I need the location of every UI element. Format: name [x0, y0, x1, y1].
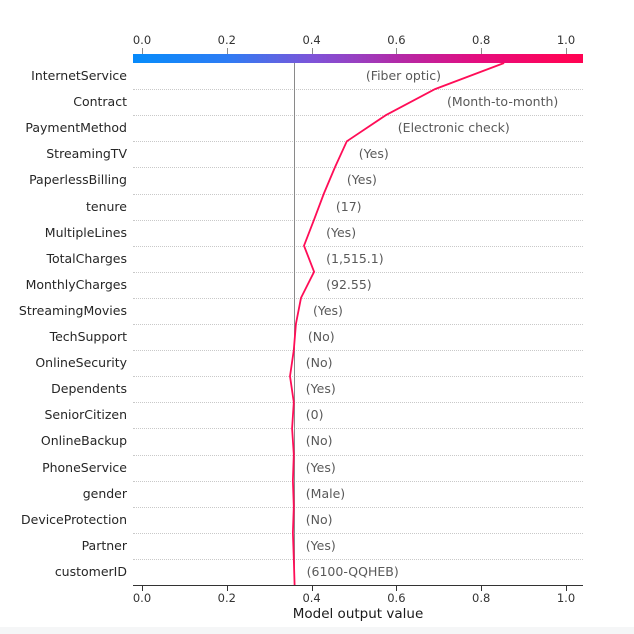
feature-value-annotation-PaymentMethod: (Electronic check) — [397, 120, 510, 136]
x-axis-tick — [142, 586, 143, 591]
feature-label-StreamingTV: StreamingTV — [46, 146, 127, 162]
feature-label-Contract: Contract — [73, 94, 127, 110]
feature-label-Dependents: Dependents — [51, 381, 127, 397]
feature-label-customerID: customerID — [54, 563, 127, 579]
row-separator-line — [133, 402, 583, 404]
x-axis-tick-label: 0.2 — [217, 591, 236, 605]
feature-label-TechSupport: TechSupport — [49, 329, 127, 345]
row-separator-line — [133, 350, 583, 352]
x-axis-tick — [226, 586, 228, 591]
row-separator-line — [133, 89, 583, 91]
feature-value-annotation-Contract: (Month-to-month) — [446, 94, 559, 110]
feature-label-OnlineSecurity: OnlineSecurity — [35, 355, 127, 371]
row-separator-line — [133, 193, 583, 195]
feature-label-PaperlessBilling: PaperlessBilling — [29, 172, 127, 188]
colorbar-tick-label: 1.0 — [556, 33, 576, 47]
x-axis-tick-label: 0.8 — [472, 591, 491, 605]
feature-label-Partner: Partner — [81, 537, 127, 553]
feature-name-axis: InternetService Contract PaymentMethod Stre… — [0, 63, 127, 585]
feature-value-annotation-TotalCharges: (1,515.1) — [326, 250, 384, 266]
x-axis-title: Model output value — [292, 606, 424, 622]
colorbar-tick — [396, 48, 398, 54]
feature-label-gender: gender — [82, 485, 127, 501]
feature-value-annotation-MonthlyCharges: (92.55) — [326, 276, 372, 292]
feature-value-annotation-MultipleLines: (Yes) — [326, 224, 357, 240]
row-separator-line — [133, 480, 583, 482]
feature-label-MonthlyCharges: MonthlyCharges — [25, 276, 127, 292]
feature-value-annotation-OnlineBackup: (No) — [305, 433, 333, 449]
row-separator-line — [133, 454, 583, 456]
row-separator-line — [133, 245, 583, 247]
row-separator-line — [133, 428, 583, 430]
feature-label-InternetService: InternetService — [31, 68, 127, 84]
plot-area: (Fiber optic) (Month-to-month) (Electronic… — [133, 62, 583, 586]
row-separator-line — [133, 271, 583, 273]
feature-value-annotation-PaperlessBilling: (Yes) — [346, 172, 377, 188]
row-separator-line — [133, 532, 583, 534]
feature-label-tenure: tenure — [86, 198, 127, 214]
base-value-line — [293, 63, 296, 585]
feature-value-annotation-customerID: (6100-QQHEB) — [306, 563, 399, 579]
feature-value-annotation-gender: (Male) — [305, 485, 346, 501]
feature-label-StreamingMovies: StreamingMovies — [18, 302, 127, 318]
x-axis-tick-label: 0.0 — [132, 591, 152, 605]
feature-value-annotation-InternetService: (Fiber optic) — [365, 68, 441, 84]
colorbar-tick — [311, 48, 313, 54]
row-separator-line — [133, 297, 583, 299]
colorbar — [133, 54, 583, 63]
x-axis-tick-label: 0.4 — [302, 591, 321, 605]
colorbar-tick-label: 0.0 — [132, 33, 152, 47]
x-axis-tick-label: 0.6 — [387, 591, 406, 605]
decision-line-svg — [289, 62, 505, 586]
feature-value-annotation-SeniorCitizen: (0) — [305, 407, 324, 423]
decision-line — [289, 62, 505, 586]
feature-label-PhoneService: PhoneService — [42, 459, 127, 475]
feature-value-annotation-OnlineSecurity: (No) — [305, 355, 333, 371]
x-axis-tick — [396, 586, 398, 591]
feature-value-annotation-Partner: (Yes) — [305, 537, 336, 553]
feature-label-PaymentMethod: PaymentMethod — [25, 120, 127, 136]
colorbar-tick-label: 0.2 — [217, 33, 236, 47]
feature-label-MultipleLines: MultipleLines — [44, 224, 127, 240]
row-separator-line — [133, 167, 583, 169]
colorbar-tick — [226, 48, 228, 54]
colorbar-tick-label: 0.8 — [472, 33, 491, 47]
row-separator-line — [133, 558, 583, 560]
window-edge-strip — [0, 627, 634, 634]
feature-value-annotation-tenure: (17) — [335, 198, 362, 214]
row-separator-line — [133, 115, 583, 117]
feature-label-OnlineBackup: OnlineBackup — [40, 433, 127, 449]
feature-value-annotation-StreamingTV: (Yes) — [358, 146, 389, 162]
x-axis-tick — [481, 586, 483, 591]
x-axis-tick — [566, 586, 567, 591]
feature-label-TotalCharges: TotalCharges — [46, 250, 127, 266]
feature-value-annotation-TechSupport: (No) — [307, 329, 335, 345]
x-axis-tick — [311, 586, 313, 591]
feature-value-annotation-Dependents: (Yes) — [305, 381, 336, 397]
x-axis-tick-label: 1.0 — [556, 591, 576, 605]
colorbar-tick — [566, 48, 567, 54]
colorbar-tick-label: 0.4 — [302, 33, 321, 47]
row-separator-line — [133, 376, 583, 378]
row-separator-line — [133, 506, 583, 508]
colorbar-tick — [142, 48, 143, 54]
row-separator-line — [133, 324, 583, 325]
feature-value-annotation-PhoneService: (Yes) — [305, 459, 336, 475]
colorbar-tick — [481, 48, 483, 54]
colorbar-tick-label: 0.6 — [387, 33, 406, 47]
feature-value-annotation-StreamingMovies: (Yes) — [313, 302, 343, 318]
feature-label-DeviceProtection: DeviceProtection — [21, 511, 127, 527]
feature-label-SeniorCitizen: SeniorCitizen — [44, 407, 127, 423]
row-separator-line — [133, 219, 583, 221]
row-separator-line — [133, 141, 583, 143]
feature-value-annotation-DeviceProtection: (No) — [305, 511, 333, 527]
